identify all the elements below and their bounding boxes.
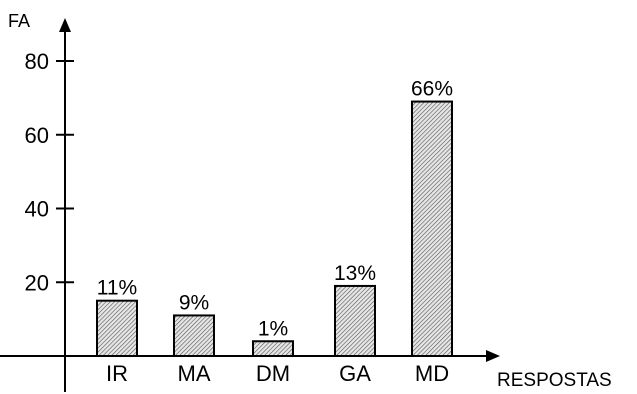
- data-label-md: 66%: [411, 78, 453, 101]
- bar-ga: [334, 284, 376, 357]
- y-axis-title: FA: [8, 11, 30, 31]
- category-label-ir: IR: [106, 361, 128, 386]
- y-tick-label-80: 80: [25, 49, 49, 74]
- y-tick-label-60: 60: [25, 123, 49, 148]
- bar-md: [411, 100, 453, 357]
- data-label-ma: 9%: [179, 291, 209, 314]
- y-axis-arrow: [59, 18, 71, 32]
- y-ticks: 20 40 60 80: [25, 49, 74, 295]
- bars-group: [96, 100, 453, 357]
- bar-ma: [173, 314, 215, 357]
- bar-dm: [252, 340, 294, 357]
- y-tick-label-20: 20: [25, 270, 49, 295]
- bar-ir: [96, 299, 138, 357]
- category-label-dm: DM: [256, 361, 290, 386]
- data-label-ir: 11%: [97, 277, 137, 300]
- category-labels-group: IR MA DM GA MD: [106, 361, 449, 386]
- x-axis-arrow: [486, 350, 500, 362]
- category-label-ma: MA: [178, 361, 211, 386]
- category-label-md: MD: [415, 361, 449, 386]
- data-labels-group: 11% 9% 1% 13% 66%: [97, 78, 453, 341]
- x-axis-title: RESPOSTAS: [497, 370, 612, 391]
- y-tick-label-40: 40: [25, 197, 49, 222]
- category-label-ga: GA: [339, 361, 371, 386]
- data-label-dm: 1%: [258, 317, 288, 340]
- data-label-ga: 13%: [334, 262, 376, 285]
